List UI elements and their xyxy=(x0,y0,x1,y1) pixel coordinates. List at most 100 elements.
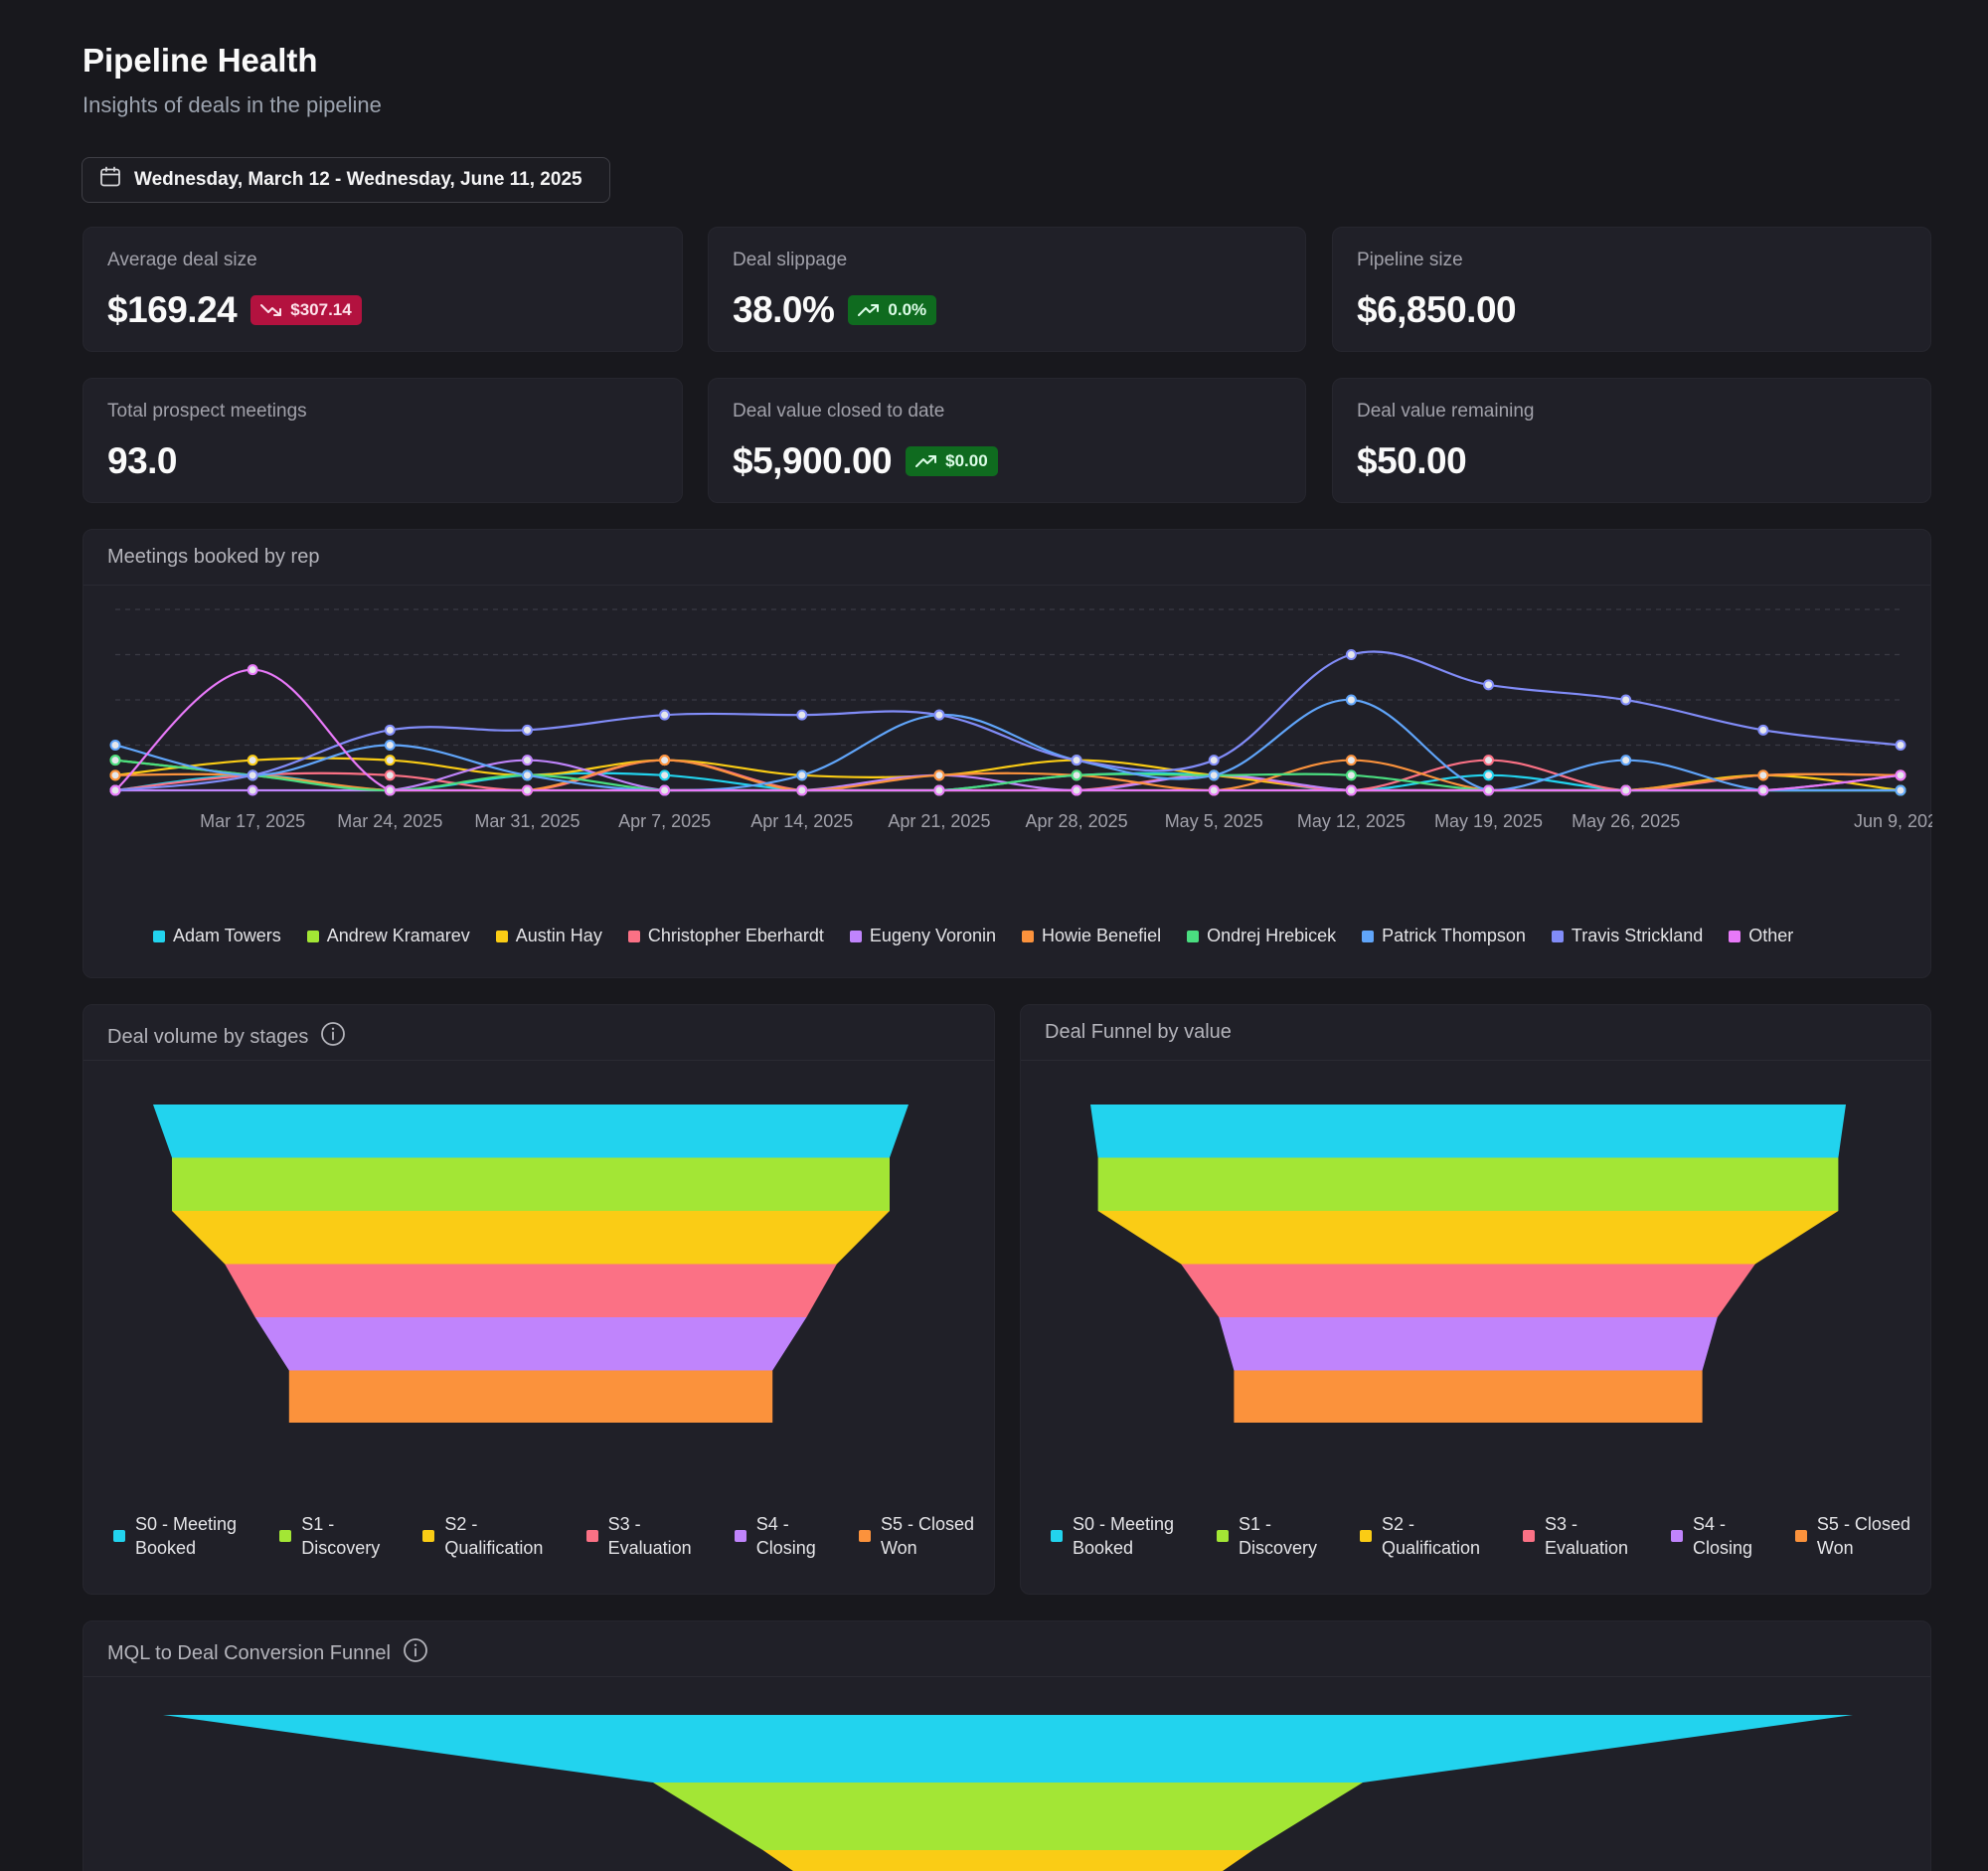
legend-item[interactable]: S0 - Meeting Booked xyxy=(113,1512,237,1561)
data-point[interactable] xyxy=(1483,755,1495,766)
data-point[interactable] xyxy=(1757,769,1769,781)
data-point[interactable] xyxy=(1208,769,1220,781)
data-point[interactable] xyxy=(1757,784,1769,796)
data-point[interactable] xyxy=(384,755,396,766)
funnel-segment[interactable] xyxy=(1181,1264,1755,1318)
data-point[interactable] xyxy=(1345,769,1357,781)
info-icon[interactable] xyxy=(320,1021,346,1053)
data-point[interactable] xyxy=(1620,694,1632,706)
data-point[interactable] xyxy=(109,740,121,751)
legend-item[interactable]: S1 - Discovery xyxy=(1217,1512,1317,1561)
legend-item[interactable]: Travis Strickland xyxy=(1551,926,1703,946)
funnel-segment[interactable] xyxy=(653,1783,1363,1850)
legend-item[interactable]: S0 - Meeting Booked xyxy=(1051,1512,1174,1561)
data-point[interactable] xyxy=(796,709,808,721)
funnel-segment[interactable] xyxy=(254,1317,807,1371)
funnel-segment[interactable] xyxy=(172,1211,890,1265)
legend-item[interactable]: Howie Benefiel xyxy=(1022,926,1161,946)
data-point[interactable] xyxy=(109,769,121,781)
funnel-segment[interactable] xyxy=(1234,1370,1703,1424)
legend-item[interactable]: S2 - Qualification xyxy=(1359,1512,1480,1561)
data-point[interactable] xyxy=(384,769,396,781)
data-point[interactable] xyxy=(1345,694,1357,706)
funnel-segment[interactable] xyxy=(163,1715,1853,1783)
deal-volume-panel: Deal volume by stages S0 - Meeting Booke… xyxy=(83,1004,995,1595)
funnel-segment[interactable] xyxy=(1097,1211,1839,1265)
funnel-segment[interactable] xyxy=(1097,1157,1839,1212)
legend-label: Christopher Eberhardt xyxy=(647,926,824,945)
date-range-picker[interactable]: Wednesday, March 12 - Wednesday, June 11… xyxy=(82,157,610,203)
data-point[interactable] xyxy=(1071,784,1082,796)
data-point[interactable] xyxy=(1345,755,1357,766)
legend-item[interactable]: Ondrej Hrebicek xyxy=(1187,926,1336,946)
data-point[interactable] xyxy=(247,755,258,766)
data-point[interactable] xyxy=(1757,724,1769,736)
data-point[interactable] xyxy=(521,784,533,796)
data-point[interactable] xyxy=(1071,769,1082,781)
legend-item[interactable]: S3 - Evaluation xyxy=(1522,1512,1628,1561)
funnel-segment[interactable] xyxy=(153,1105,909,1158)
legend-item[interactable]: Eugeny Voronin xyxy=(849,926,996,946)
legend-item[interactable]: Adam Towers xyxy=(153,926,281,946)
funnel-segment[interactable] xyxy=(172,1157,890,1212)
data-point[interactable] xyxy=(1895,784,1906,796)
data-point[interactable] xyxy=(1071,755,1082,766)
data-point[interactable] xyxy=(796,769,808,781)
data-point[interactable] xyxy=(384,784,396,796)
data-point[interactable] xyxy=(659,709,671,721)
legend-label: Other xyxy=(1748,926,1794,945)
funnel-segment[interactable] xyxy=(1090,1105,1846,1158)
data-point[interactable] xyxy=(1208,784,1220,796)
data-point[interactable] xyxy=(1483,679,1495,691)
funnel-segment[interactable] xyxy=(225,1264,837,1318)
kpi-label: Deal value remaining xyxy=(1357,401,1535,422)
data-point[interactable] xyxy=(109,755,121,766)
data-point[interactable] xyxy=(933,769,945,781)
data-point[interactable] xyxy=(521,769,533,781)
data-point[interactable] xyxy=(521,724,533,736)
legend-item[interactable]: S5 - Closed Won xyxy=(858,1512,974,1561)
data-point[interactable] xyxy=(1620,755,1632,766)
data-point[interactable] xyxy=(1483,784,1495,796)
data-point[interactable] xyxy=(1345,649,1357,660)
data-point[interactable] xyxy=(1208,755,1220,766)
data-point[interactable] xyxy=(1620,784,1632,796)
data-point[interactable] xyxy=(384,724,396,736)
legend-label: S5 - Closed Won xyxy=(880,1514,974,1559)
info-icon[interactable] xyxy=(403,1637,428,1669)
data-point[interactable] xyxy=(384,740,396,751)
legend-item[interactable]: Andrew Kramarev xyxy=(306,926,470,946)
legend-item[interactable]: Christopher Eberhardt xyxy=(627,926,824,946)
legend-label: Patrick Thompson xyxy=(1382,926,1526,945)
funnel-segment[interactable] xyxy=(1219,1317,1718,1371)
data-point[interactable] xyxy=(247,784,258,796)
data-point[interactable] xyxy=(659,769,671,781)
data-point[interactable] xyxy=(659,784,671,796)
legend-item[interactable]: S3 - Evaluation xyxy=(585,1512,692,1561)
kpi-value: $6,850.00 xyxy=(1357,289,1517,330)
data-point[interactable] xyxy=(1895,740,1906,751)
data-point[interactable] xyxy=(521,755,533,766)
data-point[interactable] xyxy=(659,755,671,766)
legend-item[interactable]: Austin Hay xyxy=(495,926,602,946)
series-points xyxy=(109,664,1906,796)
legend-item[interactable]: Other xyxy=(1729,926,1793,946)
kpi-label: Deal slippage xyxy=(733,250,848,270)
legend-item[interactable]: S1 - Discovery xyxy=(279,1512,380,1561)
data-point[interactable] xyxy=(933,709,945,721)
data-point[interactable] xyxy=(109,784,121,796)
legend-item[interactable]: S4 - Closing xyxy=(1670,1512,1752,1561)
legend-item[interactable]: S4 - Closing xyxy=(734,1512,816,1561)
legend-item[interactable]: S2 - Qualification xyxy=(422,1512,543,1561)
funnel-segment[interactable] xyxy=(288,1370,773,1424)
data-point[interactable] xyxy=(1345,784,1357,796)
funnel-segment[interactable] xyxy=(762,1850,1253,1871)
data-point[interactable] xyxy=(1483,769,1495,781)
legend-item[interactable]: S5 - Closed Won xyxy=(1794,1512,1910,1561)
data-point[interactable] xyxy=(247,769,258,781)
data-point[interactable] xyxy=(933,784,945,796)
data-point[interactable] xyxy=(1895,769,1906,781)
data-point[interactable] xyxy=(247,664,258,676)
legend-item[interactable]: Patrick Thompson xyxy=(1362,926,1526,946)
data-point[interactable] xyxy=(796,784,808,796)
